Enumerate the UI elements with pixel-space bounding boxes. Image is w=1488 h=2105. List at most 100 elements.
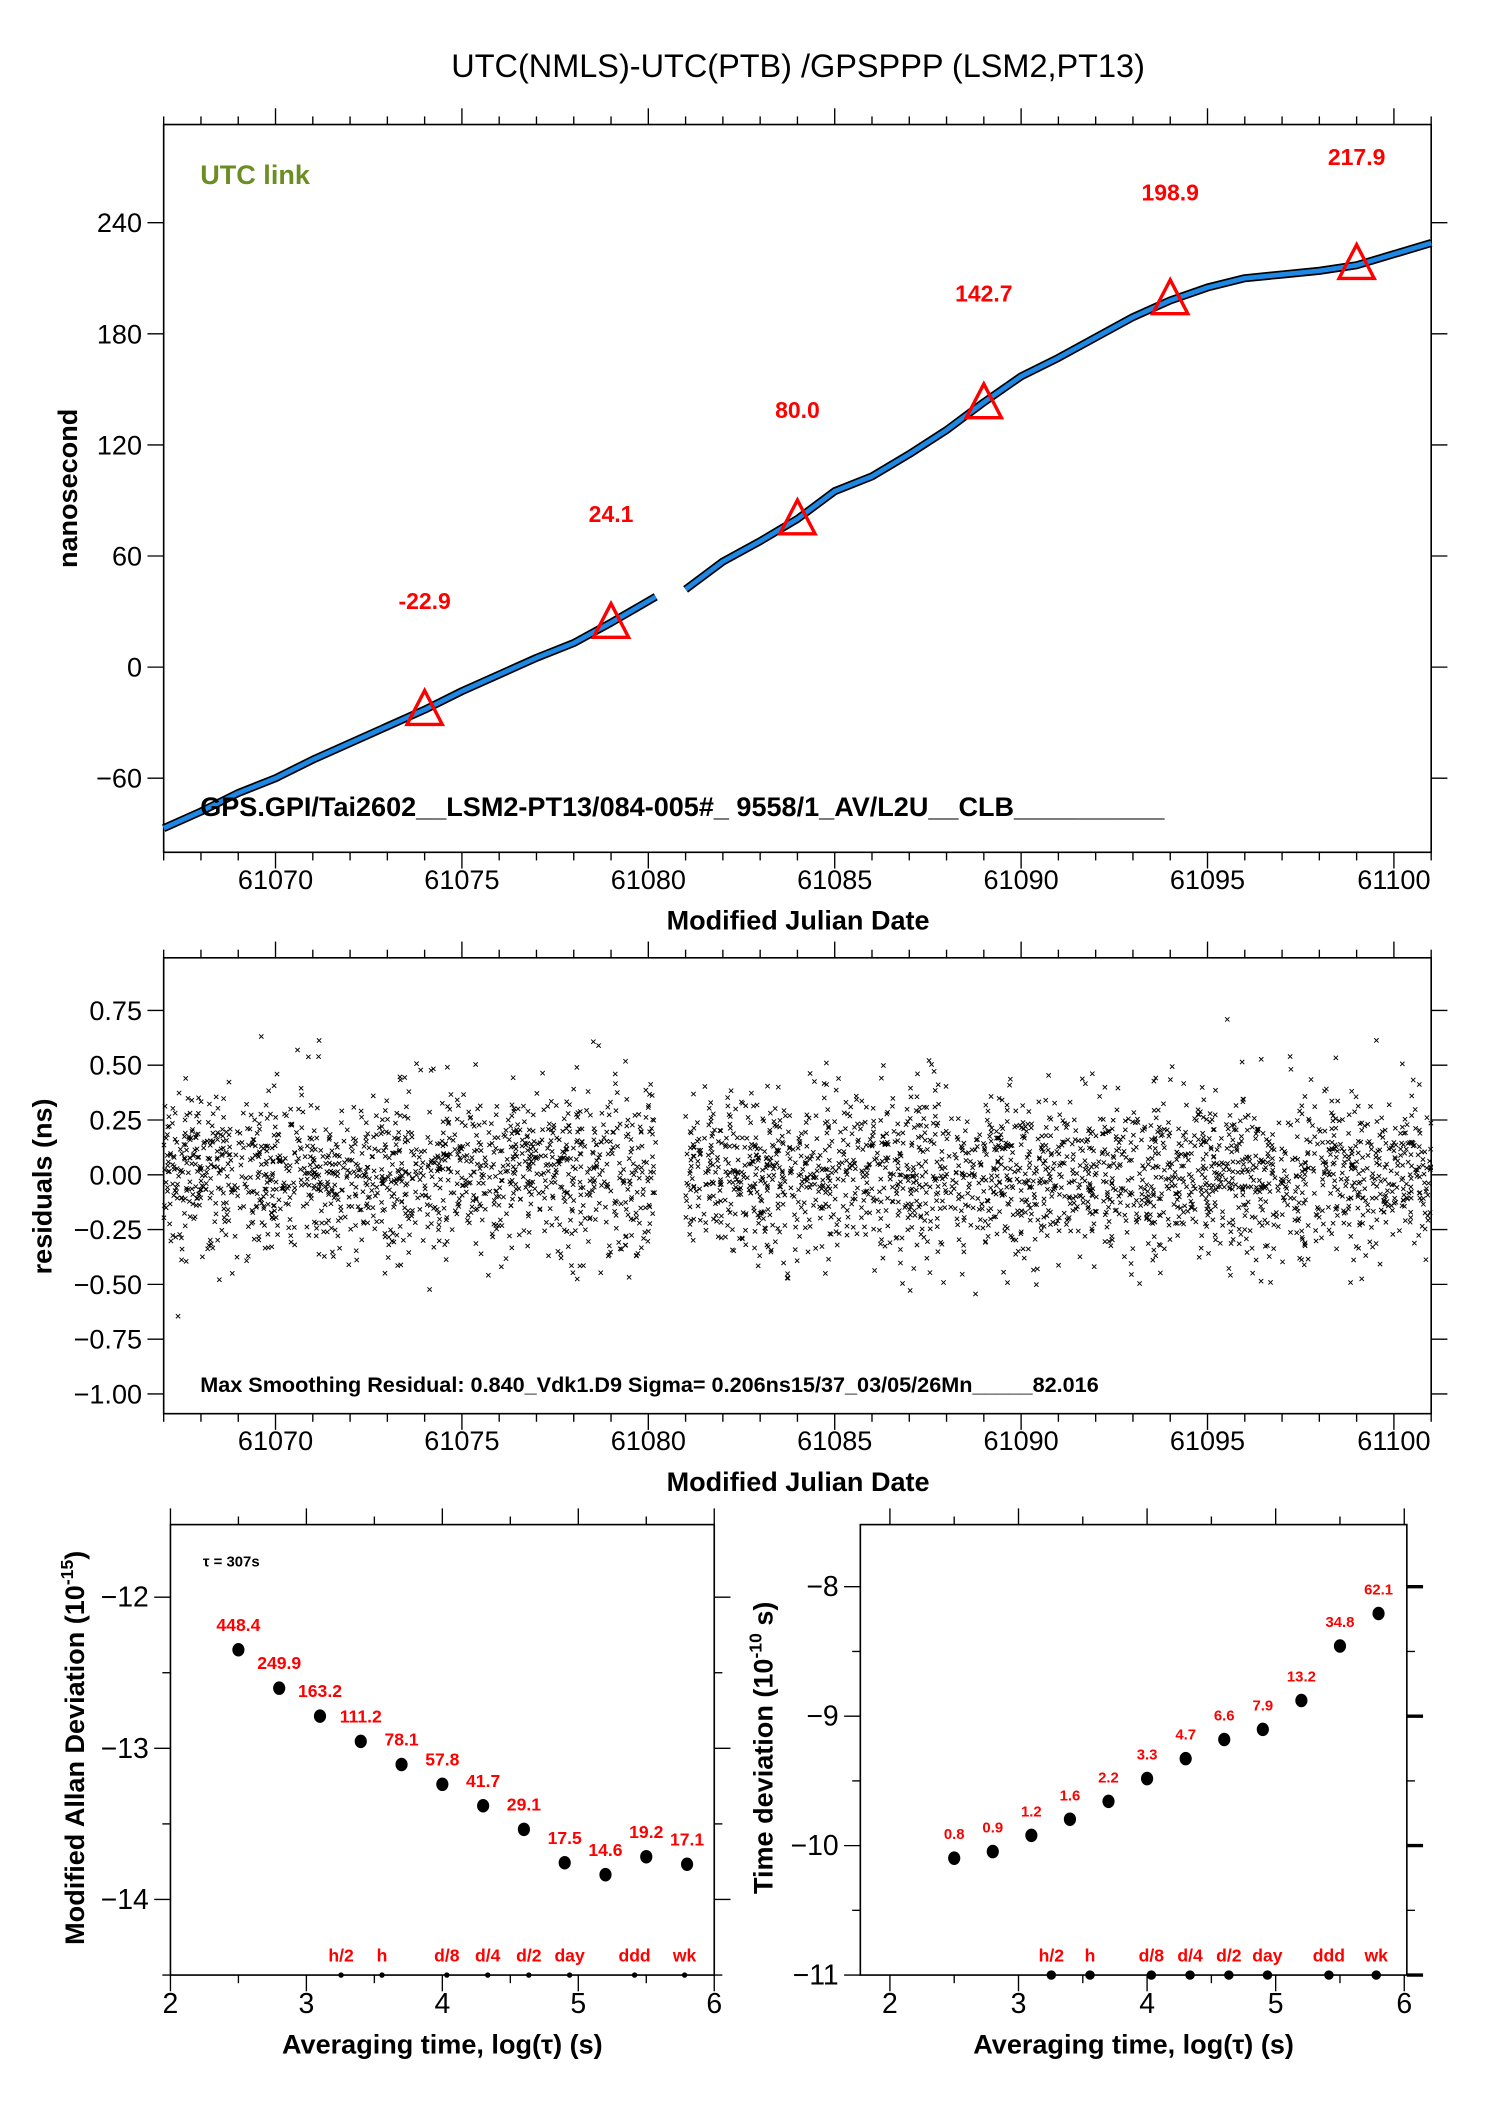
residual-point <box>478 1251 484 1257</box>
residual-point <box>939 1198 945 1204</box>
residual-point <box>1323 1165 1329 1171</box>
residual-point <box>370 1181 376 1187</box>
residual-point <box>405 1208 411 1214</box>
residual-point <box>996 1095 1002 1101</box>
residual-point <box>1349 1162 1355 1168</box>
residual-point <box>1240 1167 1246 1173</box>
residual-point <box>1019 1208 1025 1214</box>
residual-point <box>249 1220 255 1226</box>
residual-point <box>931 1176 937 1182</box>
residual-point <box>503 1211 509 1217</box>
residual-point <box>822 1120 828 1126</box>
residual-point <box>176 1173 182 1179</box>
deviation-point <box>948 1851 961 1865</box>
residual-point <box>215 1130 221 1136</box>
residual-point <box>941 1280 947 1286</box>
residual-point <box>1193 1219 1199 1225</box>
residual-point <box>311 1128 317 1134</box>
residual-point <box>1247 1228 1253 1234</box>
residual-point <box>944 1136 950 1142</box>
residual-point <box>733 1174 739 1180</box>
residual-point <box>630 1161 636 1167</box>
residual-point <box>277 1206 283 1212</box>
residual-point <box>235 1193 241 1199</box>
residual-point <box>861 1189 867 1195</box>
residual-point <box>1203 1196 1209 1202</box>
residual-point <box>436 1222 442 1228</box>
residual-point <box>691 1183 697 1189</box>
x-tick-label: 4 <box>434 1988 450 2020</box>
residual-point <box>182 1117 188 1123</box>
residual-point <box>785 1271 791 1277</box>
residual-point <box>373 1174 379 1180</box>
residual-point <box>413 1189 419 1195</box>
residual-point <box>922 1137 928 1143</box>
residual-point <box>208 1190 214 1196</box>
residual-point <box>904 1162 910 1168</box>
residual-point <box>905 1178 911 1184</box>
residual-point <box>1165 1162 1171 1168</box>
residual-point <box>728 1201 734 1207</box>
residual-point <box>168 1238 174 1244</box>
residual-point <box>1153 1253 1159 1259</box>
residual-point <box>771 1118 777 1124</box>
residual-point <box>885 1223 891 1229</box>
residual-point <box>481 1119 487 1125</box>
residual-point <box>270 1158 276 1164</box>
residual-point <box>316 1186 322 1192</box>
residual-point <box>1266 1138 1272 1144</box>
residual-point <box>1249 1245 1255 1251</box>
residual-point <box>224 1173 230 1179</box>
residual-point <box>258 1143 264 1149</box>
residual-point <box>1240 1202 1246 1208</box>
residual-point <box>336 1153 342 1159</box>
residual-point <box>687 1204 693 1210</box>
residual-point <box>878 1176 884 1182</box>
residual-point <box>623 1199 629 1205</box>
residual-point <box>798 1131 804 1137</box>
residual-point <box>1252 1189 1258 1195</box>
residual-point <box>409 1176 415 1182</box>
residual-point <box>933 1191 939 1197</box>
residual-point <box>1130 1132 1136 1138</box>
residual-point <box>1077 1181 1083 1187</box>
residual-point <box>1106 1238 1112 1244</box>
residual-point <box>903 1122 909 1128</box>
residual-point <box>1143 1194 1149 1200</box>
residual-point <box>374 1132 380 1138</box>
residual-point <box>550 1193 556 1199</box>
residual-point <box>617 1175 623 1181</box>
residual-point <box>509 1113 515 1119</box>
residual-point <box>1032 1236 1038 1242</box>
residual-point <box>725 1095 731 1101</box>
residual-point <box>1265 1151 1271 1157</box>
residual-point <box>269 1215 275 1221</box>
residual-point <box>1046 1072 1052 1078</box>
residual-point <box>964 1119 970 1125</box>
residual-point <box>491 1197 497 1203</box>
residual-point <box>703 1220 709 1226</box>
residual-point <box>266 1088 272 1094</box>
residual-point <box>1137 1280 1143 1286</box>
residual-point <box>1199 1171 1205 1177</box>
residual-point <box>335 1197 341 1203</box>
residual-point <box>758 1210 764 1216</box>
residual-point <box>717 1187 723 1193</box>
residual-point <box>790 1146 796 1152</box>
residual-point <box>173 1185 179 1191</box>
residual-point <box>418 1170 424 1176</box>
residual-point <box>1156 1124 1162 1130</box>
residual-point <box>563 1146 569 1152</box>
residual-point <box>1087 1182 1093 1188</box>
residual-point <box>715 1199 721 1205</box>
residual-point <box>1157 1213 1163 1219</box>
residual-point <box>824 1167 830 1173</box>
residual-point <box>1381 1199 1387 1205</box>
residual-point <box>1041 1223 1047 1229</box>
residual-point <box>1035 1217 1041 1223</box>
residual-point <box>495 1135 501 1141</box>
time-marker-dot <box>631 1972 638 1978</box>
residual-point <box>780 1141 786 1147</box>
residual-point <box>409 1130 415 1136</box>
residual-point <box>1178 1205 1184 1211</box>
